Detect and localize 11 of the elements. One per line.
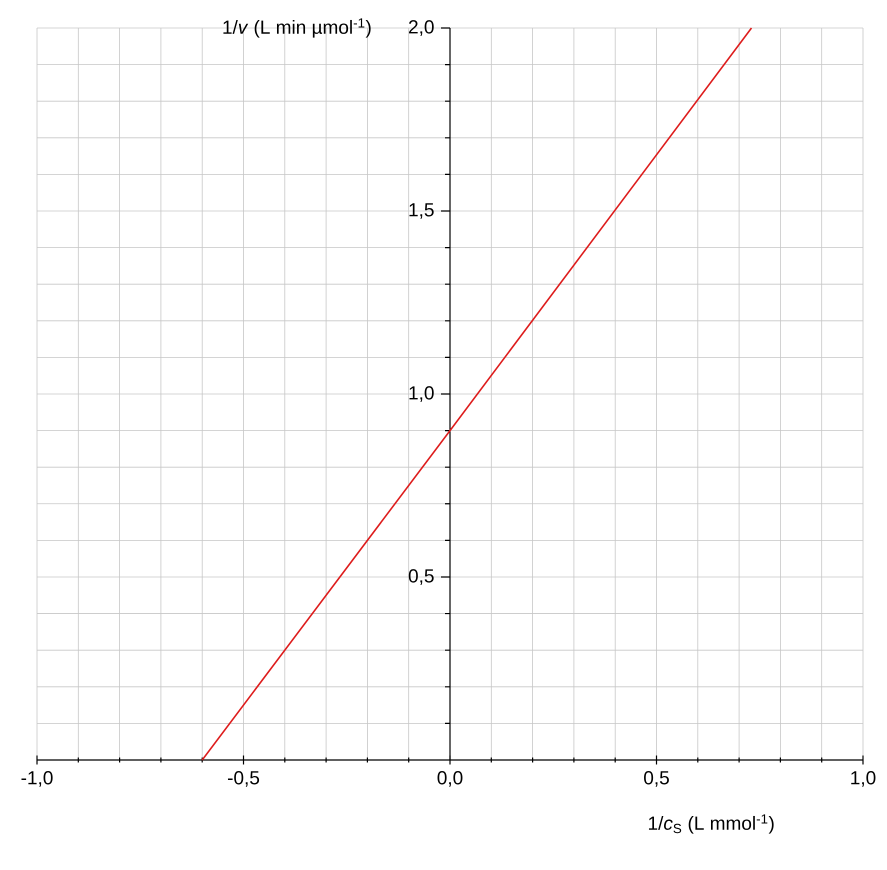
y-axis-title: 1/v (L min µmol$^{-1}$) — [223, 18, 371, 38]
x-axis-title: 1/c$_{S}$ (L mmol$^{-1}$) — [648, 814, 774, 834]
x-tick-label: 0,0 — [438, 771, 462, 787]
y-tick-label: 1,0 — [410, 386, 434, 402]
y-tick-label: 2,0 — [409, 20, 434, 36]
y-tick-label: 0,5 — [408, 569, 434, 585]
x-tick-label: 0,5 — [644, 771, 669, 787]
y-tick-label: 1,5 — [410, 203, 434, 219]
x-tick-label: 1,0 — [851, 771, 876, 787]
x-tick-label: -1,0 — [21, 771, 53, 787]
x-tick-label: -0,5 — [228, 771, 260, 787]
